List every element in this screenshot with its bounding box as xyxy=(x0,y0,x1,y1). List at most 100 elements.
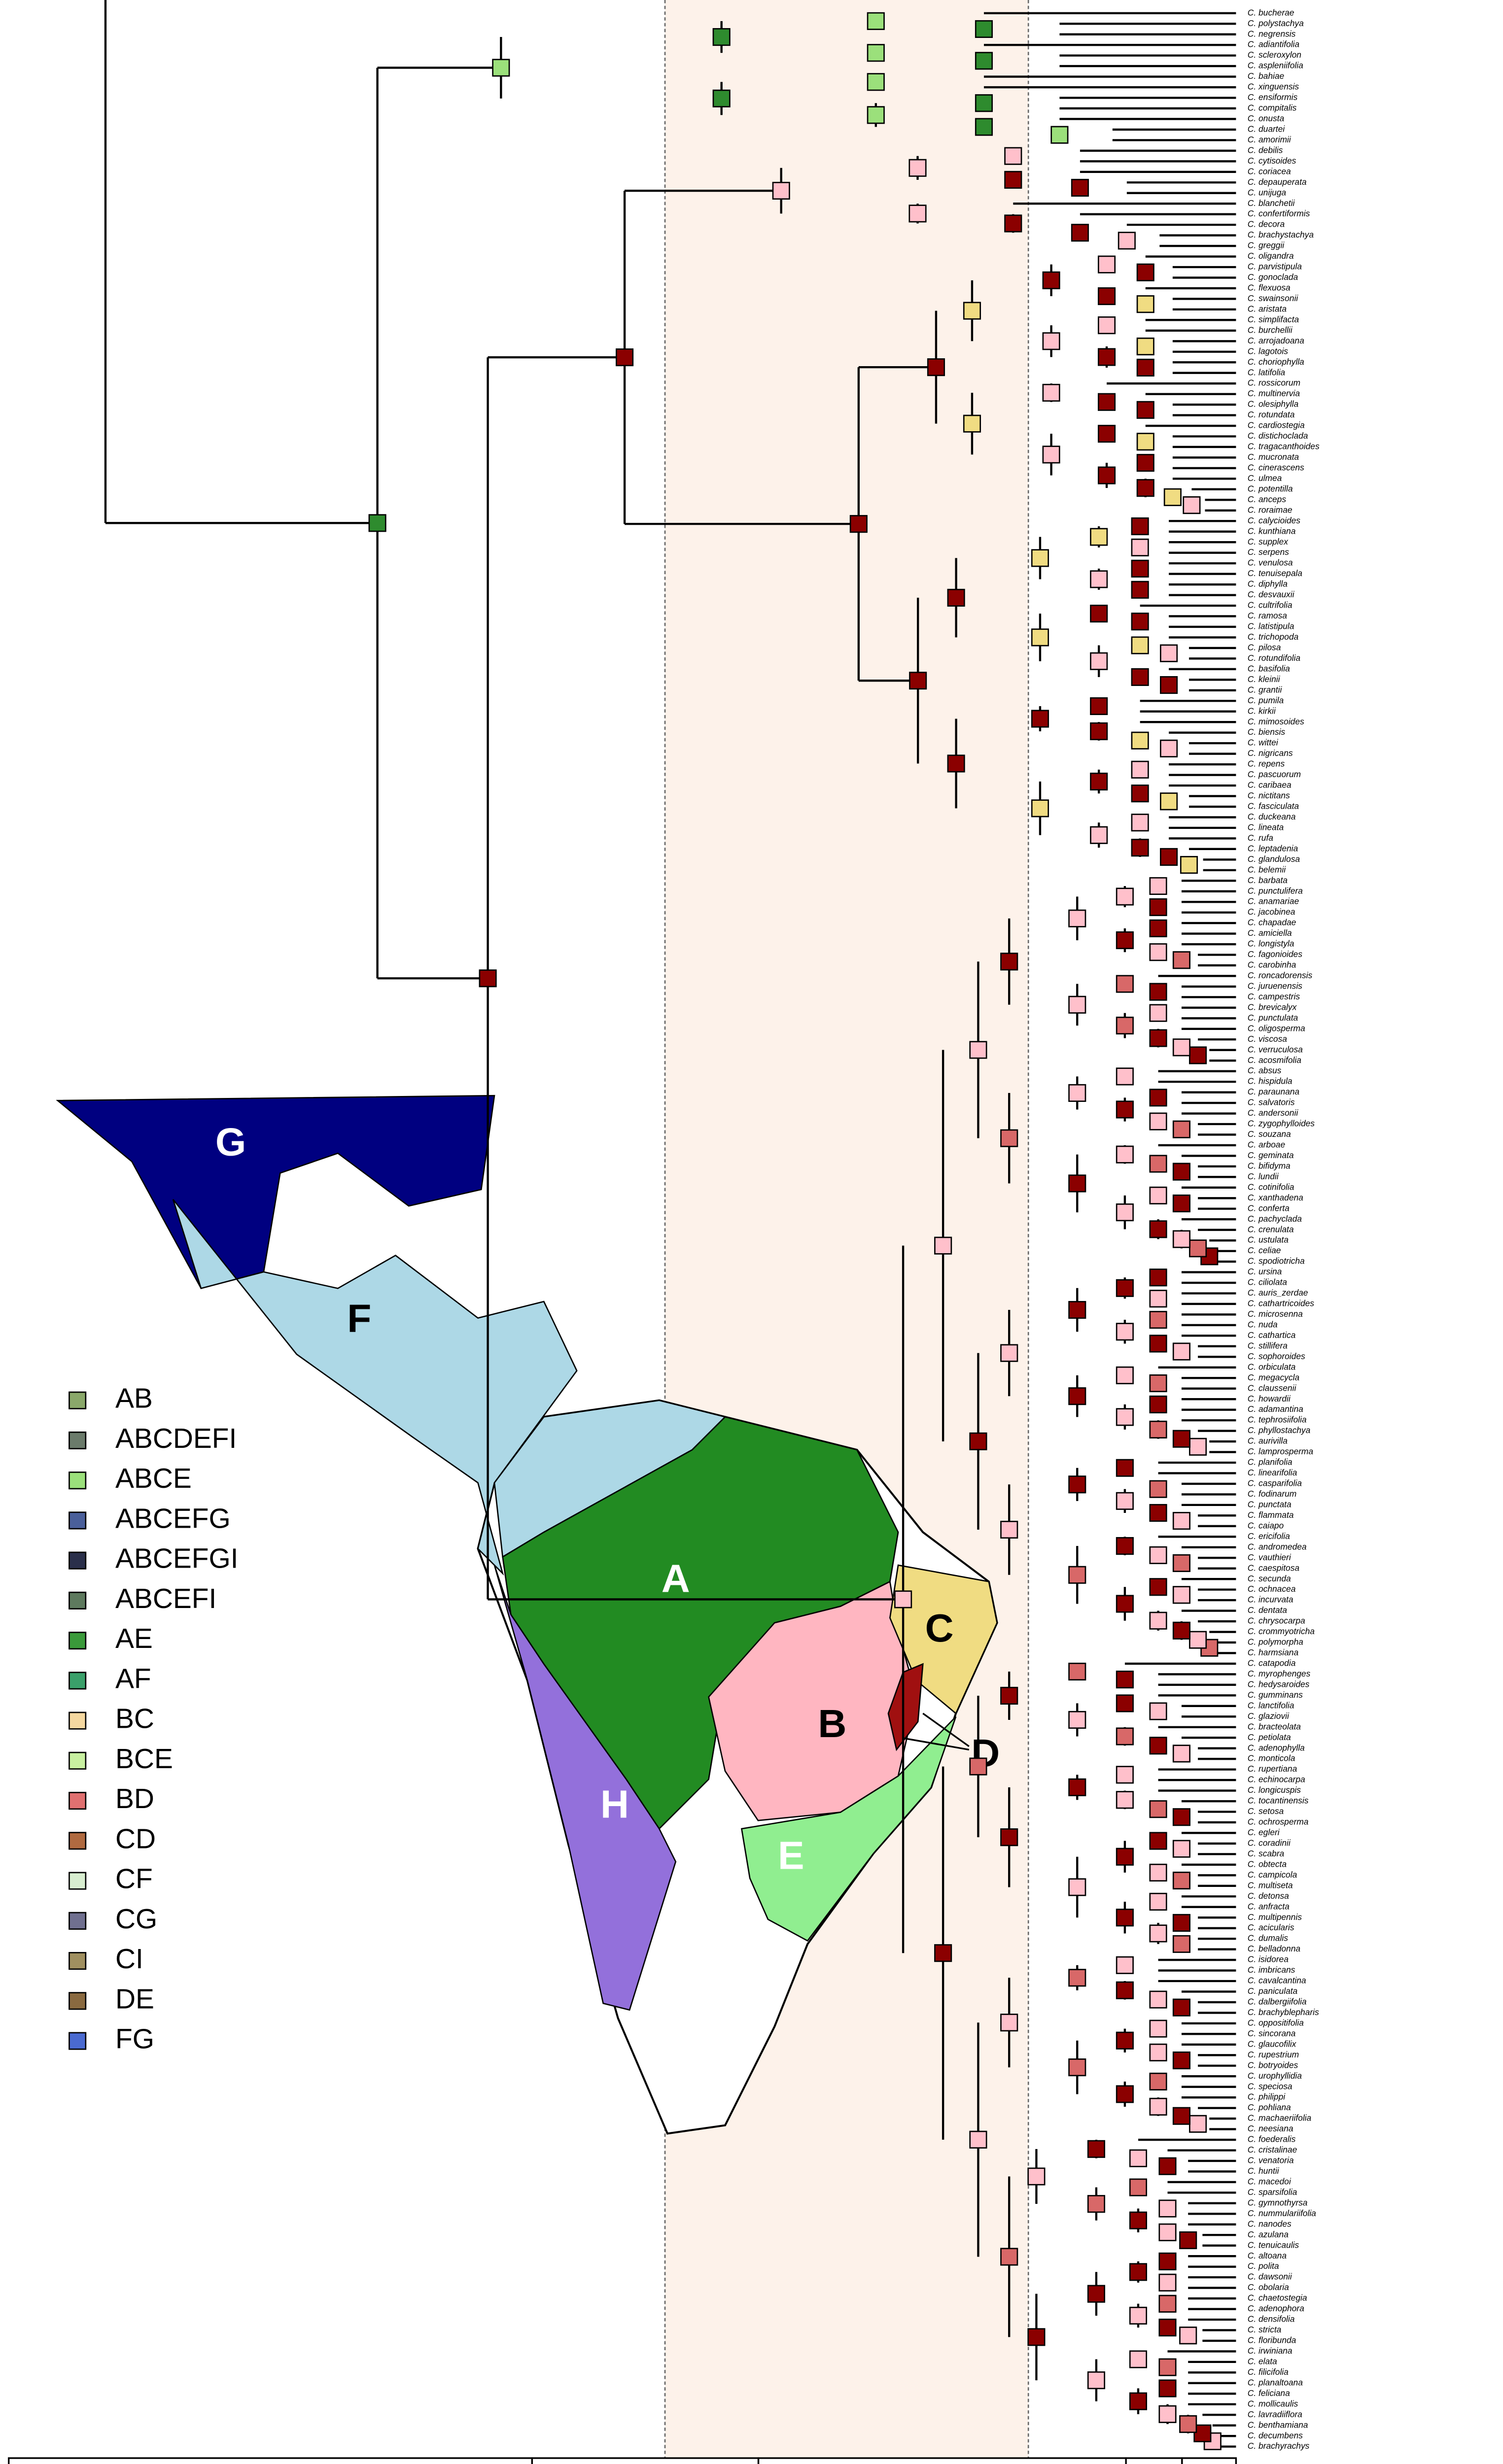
node xyxy=(1000,1344,1018,1362)
epoch-bar: EoceneOligoceneMiocenePQ xyxy=(8,2457,1237,2464)
tip-label: C. trichopoda xyxy=(1248,632,1299,642)
tip-label: C. depauperata xyxy=(1248,177,1307,187)
legend-label: DE xyxy=(115,1984,154,2015)
tip-label: C. dumalis xyxy=(1248,1933,1288,1943)
node xyxy=(1071,178,1089,197)
node xyxy=(1149,1395,1167,1413)
tip-label: C. cavalcantina xyxy=(1248,1976,1306,1985)
tip-label: C. machaeriifolia xyxy=(1248,2113,1312,2123)
node xyxy=(1116,1203,1134,1222)
tip-label: C. filicifolia xyxy=(1248,2367,1289,2377)
tip-label: C. andromedea xyxy=(1248,1541,1307,1551)
tip-label: C. venatoria xyxy=(1248,2156,1294,2165)
node xyxy=(1172,1998,1190,2017)
node xyxy=(1116,1366,1134,1384)
legend-swatch xyxy=(69,1912,87,1930)
tip-label: C. ochrosperma xyxy=(1248,1817,1309,1827)
node xyxy=(1136,358,1154,377)
node xyxy=(909,672,927,690)
node xyxy=(927,358,945,376)
node xyxy=(1149,1268,1167,1287)
tip-label: C. verruculosa xyxy=(1248,1044,1303,1054)
node xyxy=(1042,332,1060,350)
node xyxy=(1149,1892,1167,1911)
region-label: F xyxy=(347,1296,371,1340)
tip-label: C. mucronata xyxy=(1248,452,1299,462)
legend-swatch xyxy=(69,1551,87,1570)
node xyxy=(969,1432,987,1450)
node xyxy=(1097,393,1116,411)
node xyxy=(1087,2371,1105,2390)
tip-label: C. multipennis xyxy=(1248,1912,1302,1922)
tip-label: C. celiae xyxy=(1248,1245,1281,1255)
node xyxy=(1172,1163,1190,1181)
tip-label: C. botryoides xyxy=(1248,2060,1298,2070)
tip-label: C. kleinii xyxy=(1248,674,1281,684)
node xyxy=(1042,445,1060,464)
node xyxy=(947,754,965,773)
node xyxy=(1087,2140,1105,2158)
legend-swatch xyxy=(69,1511,87,1530)
node xyxy=(1116,2031,1134,2050)
node xyxy=(1068,1566,1086,1584)
map-region xyxy=(56,1095,495,1289)
node xyxy=(1000,1828,1018,1847)
tip-label: C. rotundifolia xyxy=(1248,653,1301,663)
node xyxy=(1068,1300,1086,1319)
node xyxy=(1000,953,1018,971)
node xyxy=(1068,1778,1086,1796)
tip-label: C. crenulata xyxy=(1248,1224,1294,1234)
tip-label: C. cathartricoides xyxy=(1248,1299,1315,1308)
tip-label: C. tenuicaulis xyxy=(1248,2240,1299,2250)
node xyxy=(1129,2211,1148,2229)
tip-label: C. neesiana xyxy=(1248,2123,1293,2133)
tip-label: C. ciliolata xyxy=(1248,1277,1287,1287)
tip-label: C. catapodia xyxy=(1248,1658,1296,1668)
node xyxy=(1149,1029,1167,1047)
node xyxy=(1042,271,1060,289)
node xyxy=(1090,826,1108,844)
node xyxy=(1097,466,1116,484)
tip-label: C. bucherae xyxy=(1248,7,1294,17)
node xyxy=(1136,433,1154,451)
node xyxy=(1188,1631,1207,1649)
node xyxy=(1090,528,1108,546)
node xyxy=(1149,898,1167,916)
node xyxy=(1131,517,1149,536)
tip-label: C. amiciella xyxy=(1248,928,1292,938)
tip-label: C. detonsa xyxy=(1248,1891,1289,1901)
node xyxy=(867,73,885,91)
tip-label: C. tragacanthoides xyxy=(1248,442,1320,451)
legend-label: BD xyxy=(115,1783,154,1814)
tip-label: C. azulana xyxy=(1248,2229,1289,2239)
tip-label: C. brachyrachys xyxy=(1248,2441,1310,2451)
tip-label: C. adiantifolia xyxy=(1248,39,1300,49)
tip-label: C. carobinha xyxy=(1248,960,1296,970)
tip-label: C. campestris xyxy=(1248,992,1300,1001)
tip-label: C. swainsonii xyxy=(1248,293,1298,303)
tip-label: C. petiolata xyxy=(1248,1732,1291,1742)
tip-label: C. onusta xyxy=(1248,113,1285,123)
tip-label: C. ulmea xyxy=(1248,473,1282,483)
node xyxy=(1172,1554,1190,1573)
node xyxy=(975,20,993,38)
tip-label: C. dalbergiifolia xyxy=(1248,1997,1307,2007)
node xyxy=(867,44,885,62)
node xyxy=(1149,2072,1167,2091)
tip-label: C. greggii xyxy=(1248,240,1285,250)
node xyxy=(1068,2058,1086,2077)
node xyxy=(1149,1290,1167,1308)
tip-label: C. foederalis xyxy=(1248,2134,1296,2144)
node xyxy=(1004,171,1022,189)
tip-label: C. compitalis xyxy=(1248,103,1297,113)
tip-label: C. polystachya xyxy=(1248,18,1304,28)
tip-label: C. macedoi xyxy=(1248,2177,1292,2187)
node xyxy=(1158,2405,1177,2423)
tip-label: C. brevicalyx xyxy=(1248,1002,1297,1012)
tip-label: C. bahiae xyxy=(1248,71,1285,81)
tip-label: C. fagonioides xyxy=(1248,949,1302,959)
tip-label: C. decora xyxy=(1248,219,1285,229)
node xyxy=(616,348,634,367)
node xyxy=(1149,1832,1167,1850)
